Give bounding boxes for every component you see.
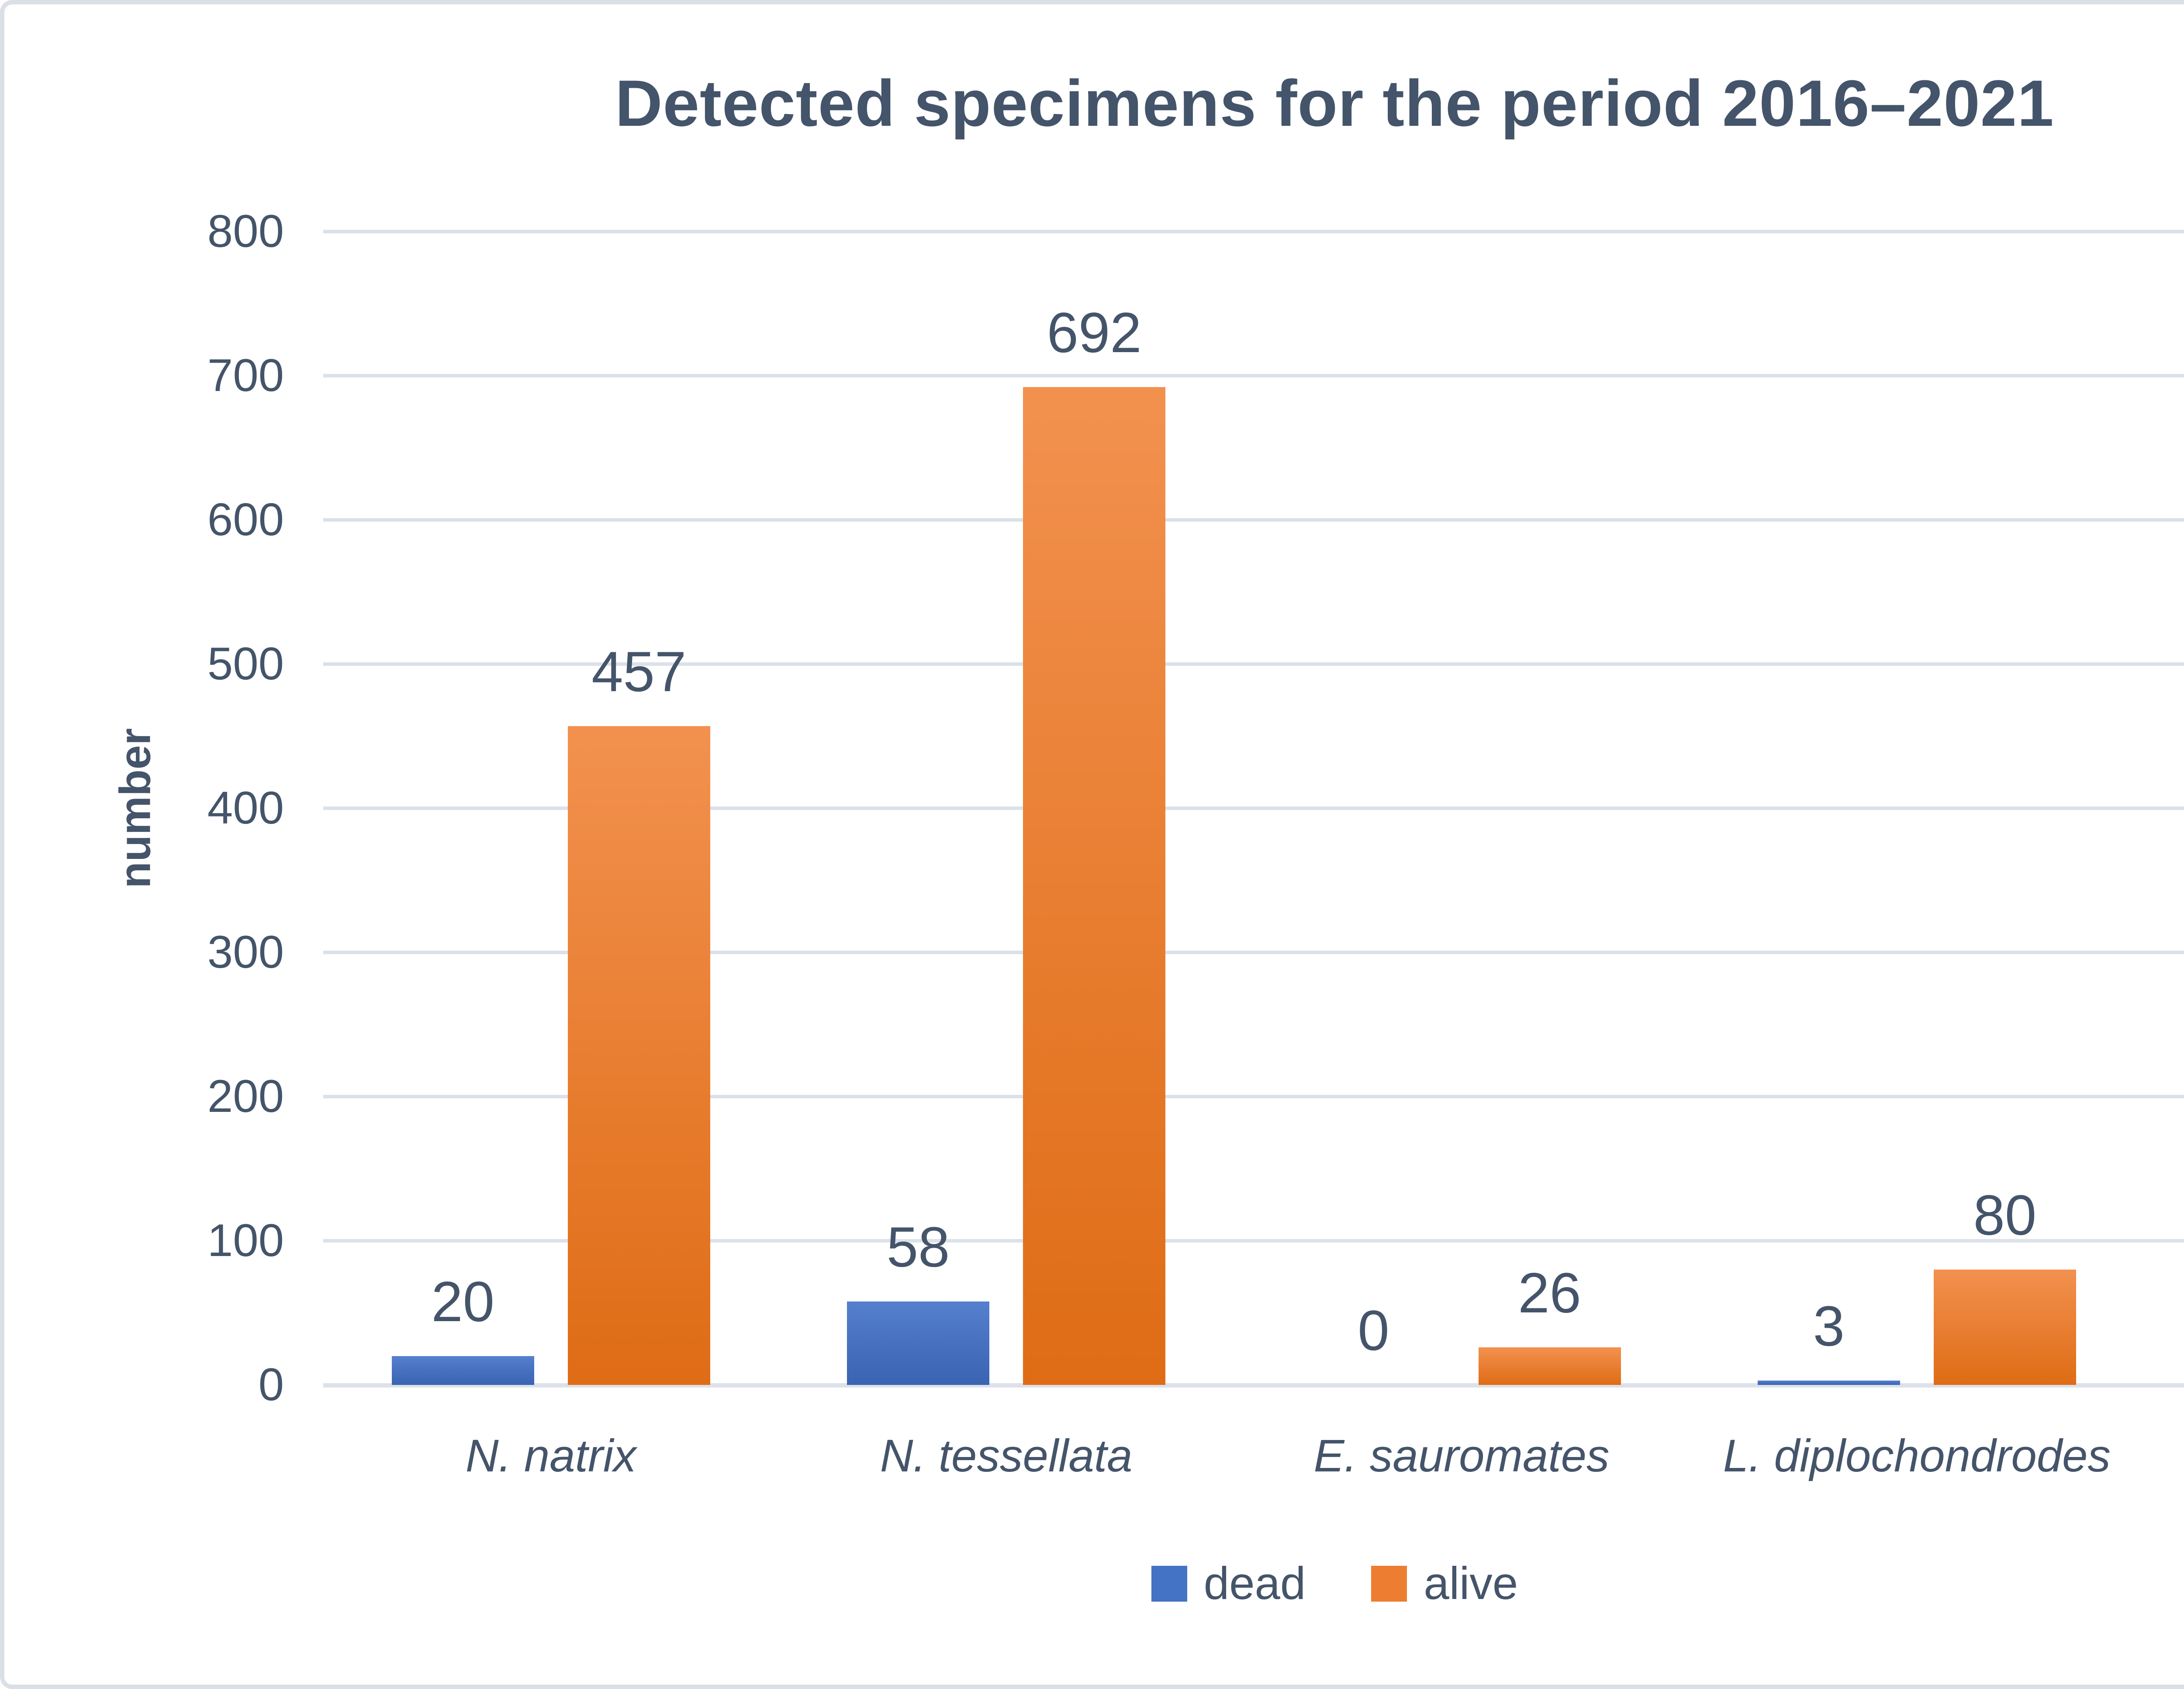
legend-swatch-alive	[1371, 1565, 1407, 1602]
value-label-alive: 80	[1973, 1183, 2037, 1247]
category-label: N. tessellata	[880, 1430, 1133, 1481]
plot-area: 2045758692026380123	[323, 230, 2184, 1388]
category-label: L. diplochondrodes	[1723, 1430, 2111, 1481]
value-label-dead: 1	[2175, 1300, 2184, 1357]
gridline	[323, 806, 2184, 810]
gridline	[323, 374, 2184, 377]
legend-label-dead: dead	[1203, 1558, 1306, 1609]
category-label: D. caspius	[2145, 1431, 2184, 1481]
y-tick-label: 700	[207, 350, 284, 401]
y-tick-label: 0	[258, 1359, 284, 1410]
legend-label-alive: alive	[1424, 1558, 1518, 1609]
category-label: E. sauromates	[1313, 1430, 1610, 1481]
gridline	[323, 230, 2184, 233]
x-axis-line	[323, 1383, 2184, 1388]
y-tick-label: 800	[207, 206, 284, 257]
legend-swatch-dead	[1151, 1565, 1187, 1602]
bar-dead	[1757, 1381, 1900, 1385]
y-tick-label: 600	[207, 494, 284, 545]
value-label-alive: 692	[1047, 301, 1142, 365]
legend-item-alive: alive	[1371, 1561, 1518, 1606]
bar-dead	[847, 1301, 990, 1385]
gridline	[323, 662, 2184, 666]
category-label: N. natrix	[465, 1430, 636, 1481]
gridline	[323, 951, 2184, 954]
value-label-dead: 0	[1358, 1298, 1389, 1362]
gridline	[323, 518, 2184, 522]
gridline	[323, 1239, 2184, 1243]
bar-alive	[567, 726, 710, 1385]
value-label-alive: 26	[1518, 1261, 1581, 1325]
legend-item-dead: dead	[1151, 1561, 1306, 1606]
chart-title: Detected specimens for the period 2016–2…	[615, 66, 2054, 140]
value-label-alive: 457	[591, 639, 687, 703]
value-label-dead: 20	[431, 1270, 494, 1333]
bar-alive	[1933, 1270, 2076, 1385]
bar-alive	[1023, 387, 1166, 1385]
bar-alive	[1478, 1347, 1621, 1385]
value-label-dead: 58	[886, 1215, 950, 1279]
y-tick-label: 400	[207, 782, 284, 834]
y-tick-label: 200	[207, 1071, 284, 1122]
legend: dead alive	[4, 1561, 2184, 1606]
y-tick-label: 100	[207, 1215, 284, 1266]
gridline	[323, 1095, 2184, 1098]
bar-dead	[391, 1356, 534, 1385]
y-tick-label: 500	[207, 638, 284, 689]
y-tick-label: 300	[207, 927, 284, 978]
value-label-dead: 3	[1813, 1294, 1845, 1358]
